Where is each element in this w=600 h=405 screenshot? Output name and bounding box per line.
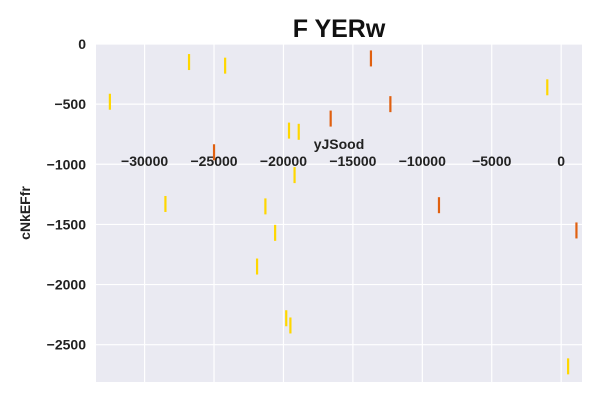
- y-tick-label: −2000: [47, 277, 87, 293]
- x-tick-label: 0: [557, 153, 565, 169]
- y-tick-label: −1500: [47, 216, 87, 232]
- x-tick-label: −15000: [329, 153, 376, 169]
- chart-title: F YERw: [293, 15, 386, 43]
- grid-lines: [96, 43, 582, 382]
- x-tick-label: −25000: [190, 153, 237, 169]
- x-tick-label: −20000: [260, 153, 307, 169]
- plot-background: [96, 44, 582, 382]
- y-tick-label: −2500: [47, 337, 87, 353]
- x-axis-label: yJSood: [314, 136, 365, 152]
- y-tick-label: 0: [78, 36, 86, 52]
- y-tick-label: −500: [54, 96, 86, 112]
- y-tick-labels: 0 −500 −1000 −1500 −2000 −2500: [47, 36, 87, 353]
- x-tick-labels: −30000 −25000 −20000 −15000 −10000 −5000 0: [121, 153, 565, 169]
- y-tick-label: −1000: [47, 156, 87, 172]
- x-tick-label: −30000: [121, 153, 168, 169]
- data-marks: [108, 50, 578, 375]
- y-axis-label: cNkEFfr: [17, 186, 33, 240]
- x-tick-label: −5000: [472, 153, 512, 169]
- x-tick-label: −10000: [399, 153, 446, 169]
